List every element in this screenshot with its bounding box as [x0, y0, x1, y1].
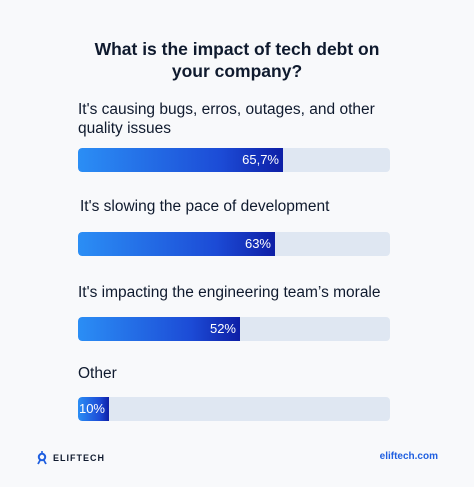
bar-value-label: 65,7% [242, 152, 279, 167]
question-label: It's impacting the engineering team’s mo… [78, 284, 381, 301]
chart-title-line-2: your company? [171, 61, 303, 81]
bar-track: 65,7% [78, 148, 390, 172]
question-label: It's slowing the pace of development [80, 198, 330, 215]
brand-name: ELIFTECH [53, 453, 105, 463]
bar-fill [78, 148, 283, 172]
bar-value-label: 10% [78, 401, 105, 416]
bar-value-label: 63% [244, 236, 271, 251]
site-link[interactable]: eliftech.com [379, 451, 438, 462]
bar-fill [78, 232, 275, 256]
eliftech-logo-icon [37, 451, 47, 465]
question-label: It's causing bugs, erros, outages, and o… [78, 101, 375, 137]
bar-value-label: 52% [209, 321, 236, 336]
bar-track: 10% [78, 397, 390, 421]
brand-logo: ELIFTECH [36, 449, 105, 467]
bar-track: 63% [78, 232, 390, 256]
chart-title: What is the impact of tech debt on your … [0, 38, 474, 82]
bar-fill [78, 317, 240, 341]
question-label: Other [78, 365, 117, 382]
chart-title-line-1: What is the impact of tech debt on [94, 39, 380, 59]
bar-fill [78, 397, 109, 421]
bar-track: 52% [78, 317, 390, 341]
